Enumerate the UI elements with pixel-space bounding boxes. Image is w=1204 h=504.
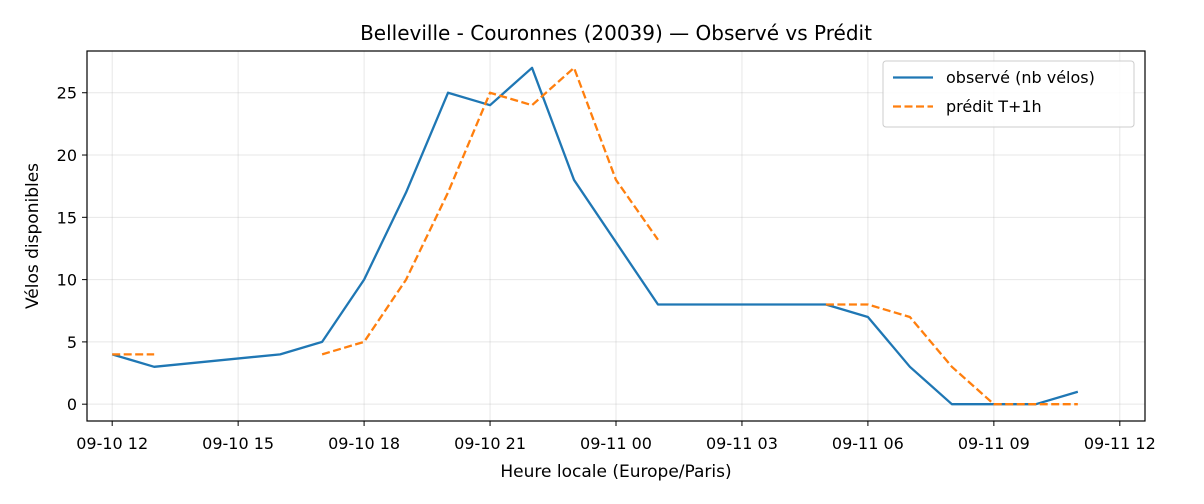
x-tick-label: 09-11 00 xyxy=(580,434,652,453)
x-tick-label: 09-11 03 xyxy=(706,434,778,453)
x-axis-label: Heure locale (Europe/Paris) xyxy=(500,462,731,482)
chart-title: Belleville - Couronnes (20039) — Observé… xyxy=(360,21,872,45)
y-tick-label: 10 xyxy=(57,271,77,290)
x-tick-label: 09-10 12 xyxy=(76,434,148,453)
x-tick-label: 09-10 18 xyxy=(328,434,400,453)
series-line xyxy=(825,303,1078,406)
y-axis: 0 5 10 15 20 25 xyxy=(57,84,87,414)
x-tick-label: 09-10 21 xyxy=(454,434,526,453)
y-tick-label: 15 xyxy=(57,208,77,227)
series-line xyxy=(321,66,659,356)
series-layer xyxy=(111,66,1079,406)
series-observe xyxy=(111,66,1079,406)
legend: observé (nb vélos) prédit T+1h xyxy=(882,60,1135,128)
y-axis-label: Vélos disponibles xyxy=(23,163,43,309)
x-tick-label: 09-10 15 xyxy=(202,434,274,453)
x-tick-label: 09-11 06 xyxy=(832,434,904,453)
y-tick-label: 25 xyxy=(57,84,77,103)
y-tick-label: 0 xyxy=(67,395,77,414)
legend-label-predit: prédit T+1h xyxy=(946,97,1042,116)
y-tick-label: 20 xyxy=(57,146,77,165)
legend-frame xyxy=(882,60,1135,128)
y-tick-label: 5 xyxy=(67,333,77,352)
x-tick-label: 09-11 12 xyxy=(1084,434,1156,453)
legend-label-observe: observé (nb vélos) xyxy=(946,68,1095,87)
x-axis: 09-10 12 09-10 15 09-10 18 09-10 21 09-11 00… xyxy=(76,421,1156,453)
series-line xyxy=(111,66,1079,406)
x-tick-label: 09-11 09 xyxy=(958,434,1030,453)
series-predit xyxy=(112,66,1078,406)
